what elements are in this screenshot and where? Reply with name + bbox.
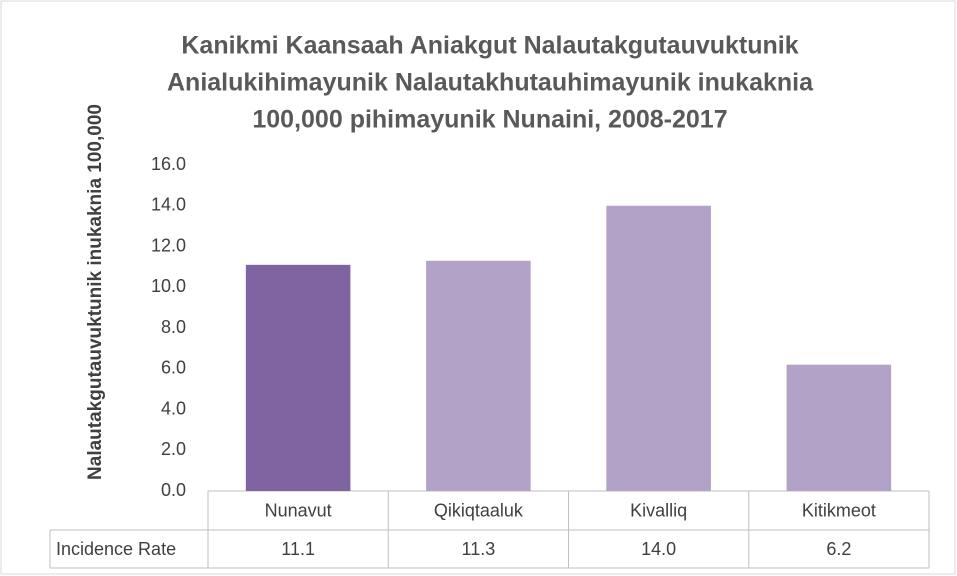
y-axis-label: Nalautakgutauvuktunik inukaknia 100,000 [85,104,106,480]
bar [606,205,711,491]
y-tick-label: 14.0 [151,195,186,215]
chart-title: Anialukihimayunik Nalautakhutauhimayunik… [167,69,814,97]
x-tick-label: Kitikmeot [802,500,876,520]
y-tick-label: 16.0 [151,154,186,174]
data-label: 11.3 [462,539,496,559]
bar [426,260,531,491]
y-tick-label: 10.0 [151,276,186,296]
chart-title: Kanikmi Kaansaah Aniakgut Nalautakgutauv… [181,32,798,60]
data-label: 11.1 [281,539,315,559]
data-label: 14.0 [641,539,676,559]
chart-title: 100,000 pihimayunik Nunaini, 2008-2017 [252,106,727,134]
y-tick-label: 12.0 [151,235,186,255]
y-tick-label: 0.0 [161,480,186,500]
y-tick-label: 8.0 [161,317,186,337]
data-label: 6.2 [826,539,851,559]
bar [786,364,892,491]
x-tick-label: Kivalliq [630,500,687,520]
x-tick-label: Qikiqtaaluk [434,500,524,520]
y-tick-label: 2.0 [161,439,186,459]
legend-label: Incidence Rate [56,539,176,559]
y-tick-label: 4.0 [161,398,186,418]
y-tick-label: 6.0 [161,358,186,378]
x-tick-label: Nunavut [265,500,332,520]
bar [245,264,351,491]
